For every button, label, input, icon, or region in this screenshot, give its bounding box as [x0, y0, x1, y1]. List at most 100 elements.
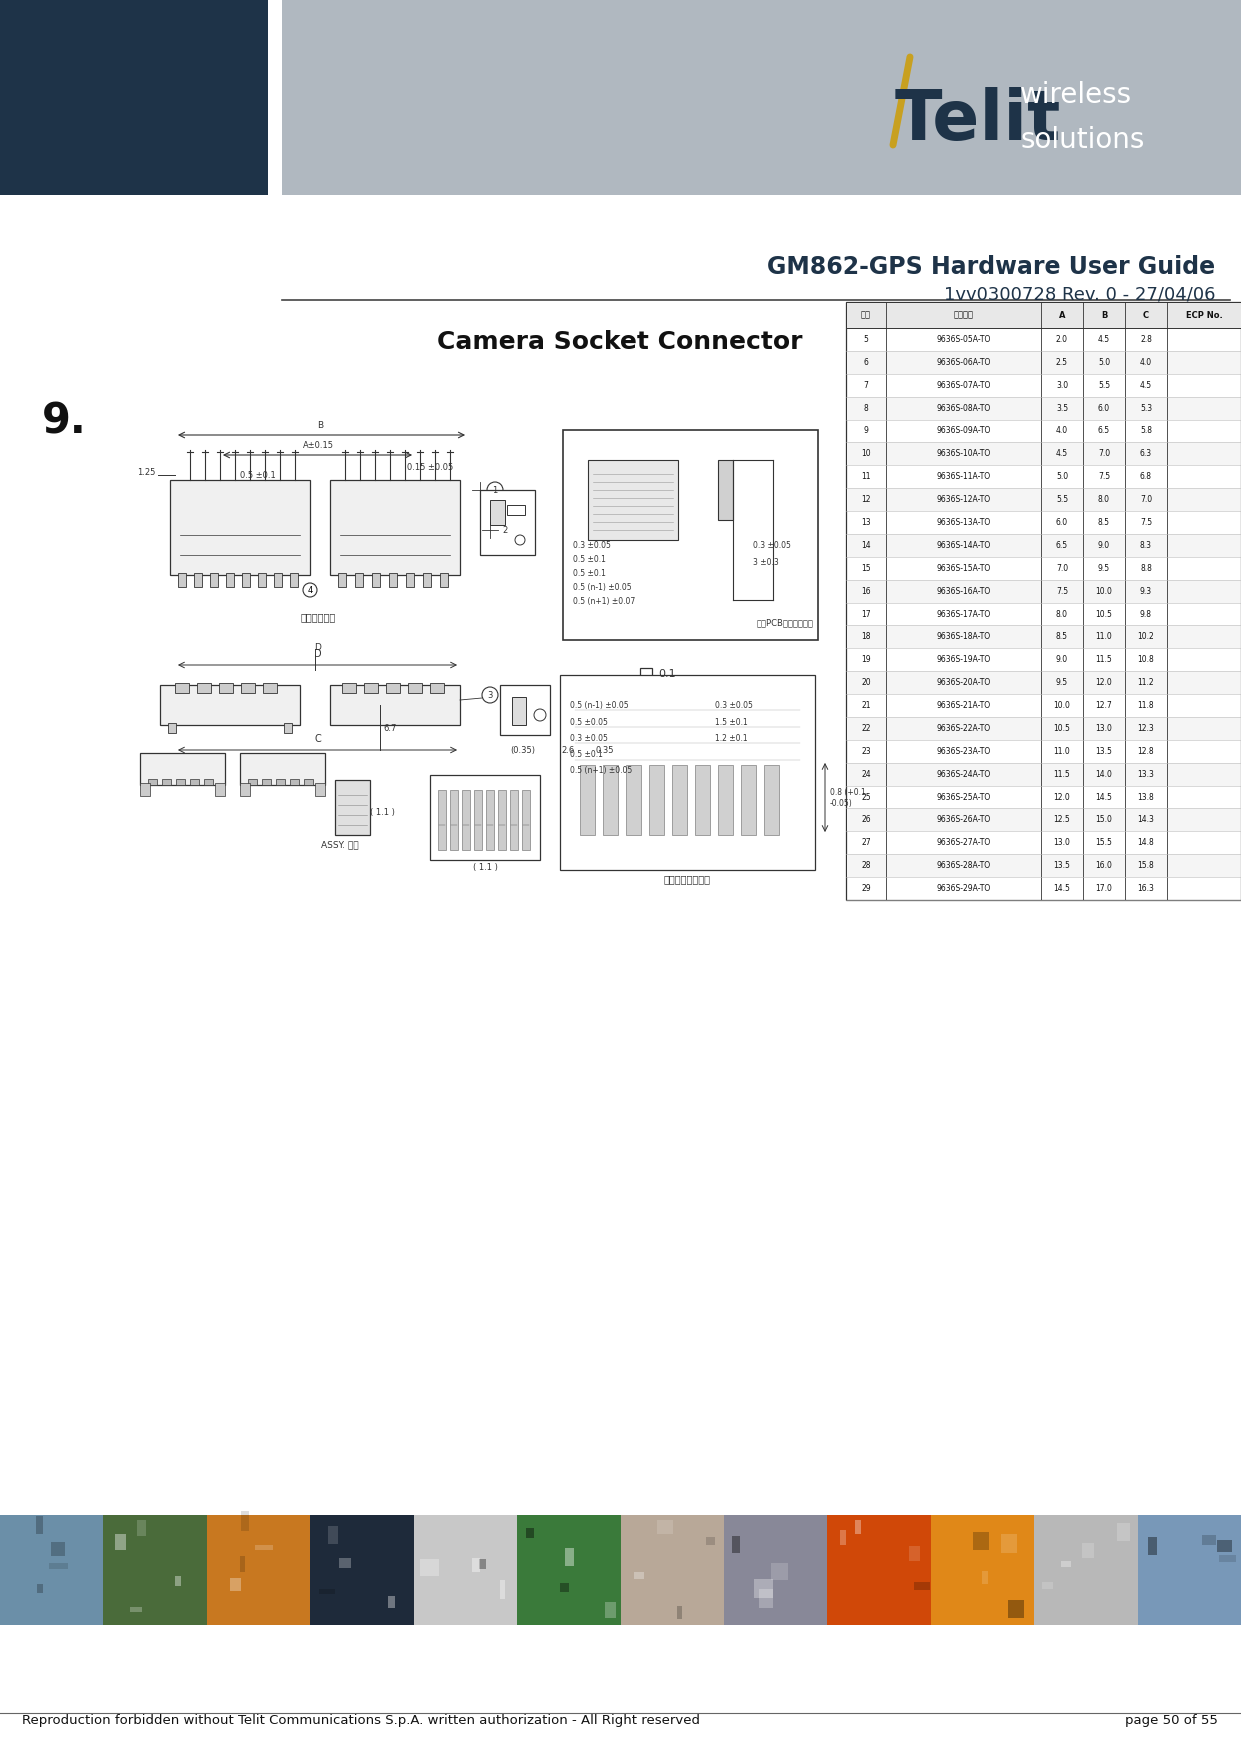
Text: 0.5 ±0.1: 0.5 ±0.1	[240, 470, 276, 481]
Text: 2.8: 2.8	[1140, 335, 1152, 344]
Bar	[846, 302, 1241, 900]
Bar	[0, 1515, 103, 1625]
Text: page 50 of 55: page 50 of 55	[1126, 1715, 1217, 1727]
Text: 12.0: 12.0	[1096, 677, 1112, 688]
Text: Reproduction forbidden without Telit Communications S.p.A. written authorization: Reproduction forbidden without Telit Com…	[22, 1715, 700, 1727]
Text: 28: 28	[861, 862, 871, 870]
Text: 27: 27	[861, 839, 871, 848]
Text: 9636S-11A-TO: 9636S-11A-TO	[937, 472, 990, 481]
Text: 7.0: 7.0	[1140, 495, 1152, 504]
Bar	[130, 1608, 141, 1613]
Bar	[168, 723, 176, 734]
Text: A: A	[1059, 311, 1065, 319]
Text: 9.3: 9.3	[1140, 586, 1152, 595]
Bar	[343, 683, 356, 693]
Bar	[274, 572, 282, 586]
Bar	[1061, 1562, 1071, 1567]
Bar	[563, 430, 818, 641]
Text: 16.0: 16.0	[1096, 862, 1112, 870]
Bar	[915, 1581, 930, 1590]
Bar	[388, 572, 397, 586]
Text: 0.3 ±0.05: 0.3 ±0.05	[753, 541, 791, 549]
Bar	[240, 753, 325, 784]
Text: 10.0: 10.0	[1096, 586, 1112, 595]
Text: 25: 25	[861, 793, 871, 802]
Bar	[329, 1527, 339, 1544]
Bar	[522, 790, 530, 849]
Text: 9636S-12A-TO: 9636S-12A-TO	[937, 495, 990, 504]
Text: 9636S-27A-TO: 9636S-27A-TO	[937, 839, 990, 848]
Bar	[676, 1606, 681, 1620]
Text: 21: 21	[861, 700, 871, 711]
Bar	[828, 1515, 931, 1625]
Text: 14.8: 14.8	[1138, 839, 1154, 848]
Text: 10.8: 10.8	[1138, 655, 1154, 663]
Text: 4.5: 4.5	[1056, 449, 1069, 458]
Bar	[386, 683, 400, 693]
Text: 16: 16	[861, 586, 871, 595]
Text: 6.7: 6.7	[383, 723, 396, 732]
Text: 24: 24	[861, 770, 871, 779]
Text: 13: 13	[861, 518, 871, 526]
Text: 9636S-26A-TO: 9636S-26A-TO	[937, 816, 990, 825]
Bar	[241, 1511, 249, 1530]
Text: 6.0: 6.0	[1056, 518, 1069, 526]
Text: 0.3 ±0.05: 0.3 ±0.05	[573, 541, 611, 549]
Bar	[262, 779, 271, 784]
Text: 9.0: 9.0	[1056, 655, 1069, 663]
Bar	[338, 572, 346, 586]
Bar	[177, 572, 186, 586]
Bar	[114, 1534, 127, 1550]
Bar	[513, 697, 526, 725]
Text: 13.0: 13.0	[1054, 839, 1071, 848]
Bar	[163, 779, 171, 784]
Text: 4: 4	[308, 586, 313, 595]
Bar	[197, 683, 211, 693]
Text: 15.8: 15.8	[1138, 862, 1154, 870]
Text: 9.5: 9.5	[1056, 677, 1069, 688]
Bar	[226, 572, 235, 586]
Text: C: C	[315, 734, 321, 744]
Bar	[706, 1537, 715, 1544]
Text: 9.5: 9.5	[1098, 563, 1109, 572]
Text: 13.5: 13.5	[1096, 748, 1112, 756]
Bar	[1216, 1539, 1232, 1551]
Bar	[319, 1588, 335, 1594]
Bar	[565, 1548, 575, 1565]
Text: 15: 15	[861, 563, 871, 572]
Bar	[276, 779, 285, 784]
Bar	[429, 683, 444, 693]
Bar	[258, 572, 266, 586]
Text: wireless: wireless	[1020, 81, 1132, 109]
Bar	[160, 684, 300, 725]
Text: 26: 26	[861, 816, 871, 825]
Text: 0.1: 0.1	[658, 669, 675, 679]
Bar	[771, 1562, 788, 1580]
Text: 9636S-06A-TO: 9636S-06A-TO	[936, 358, 990, 367]
Text: 13.8: 13.8	[1138, 793, 1154, 802]
Text: 9636S-21A-TO: 9636S-21A-TO	[937, 700, 990, 711]
Text: 7.5: 7.5	[1056, 586, 1069, 595]
Text: D: D	[314, 649, 321, 658]
Text: 0.5 (n+1) ±0.07: 0.5 (n+1) ±0.07	[573, 597, 635, 605]
Text: 9636S-23A-TO: 9636S-23A-TO	[937, 748, 990, 756]
Text: 9636S-10A-TO: 9636S-10A-TO	[937, 449, 990, 458]
Bar	[982, 1571, 988, 1585]
Text: 15.5: 15.5	[1096, 839, 1112, 848]
Bar	[764, 765, 779, 835]
Bar	[240, 783, 249, 797]
Text: 0.3 ±0.05: 0.3 ±0.05	[715, 700, 753, 711]
Bar	[724, 1515, 828, 1625]
Text: 10.2: 10.2	[1138, 632, 1154, 641]
Text: 2.0: 2.0	[1056, 335, 1069, 344]
Bar	[190, 779, 199, 784]
Text: 9.: 9.	[42, 400, 87, 442]
Text: 9636S-07A-TO: 9636S-07A-TO	[936, 381, 990, 390]
Text: 8: 8	[864, 404, 869, 412]
Text: 12.5: 12.5	[1054, 816, 1071, 825]
Text: 1.2 ±0.1: 1.2 ±0.1	[715, 734, 747, 742]
Text: 0.5 ±0.05: 0.5 ±0.05	[570, 718, 608, 727]
Bar	[290, 779, 299, 784]
Text: 7.5: 7.5	[1140, 518, 1152, 526]
Text: 9636S-20A-TO: 9636S-20A-TO	[937, 677, 990, 688]
